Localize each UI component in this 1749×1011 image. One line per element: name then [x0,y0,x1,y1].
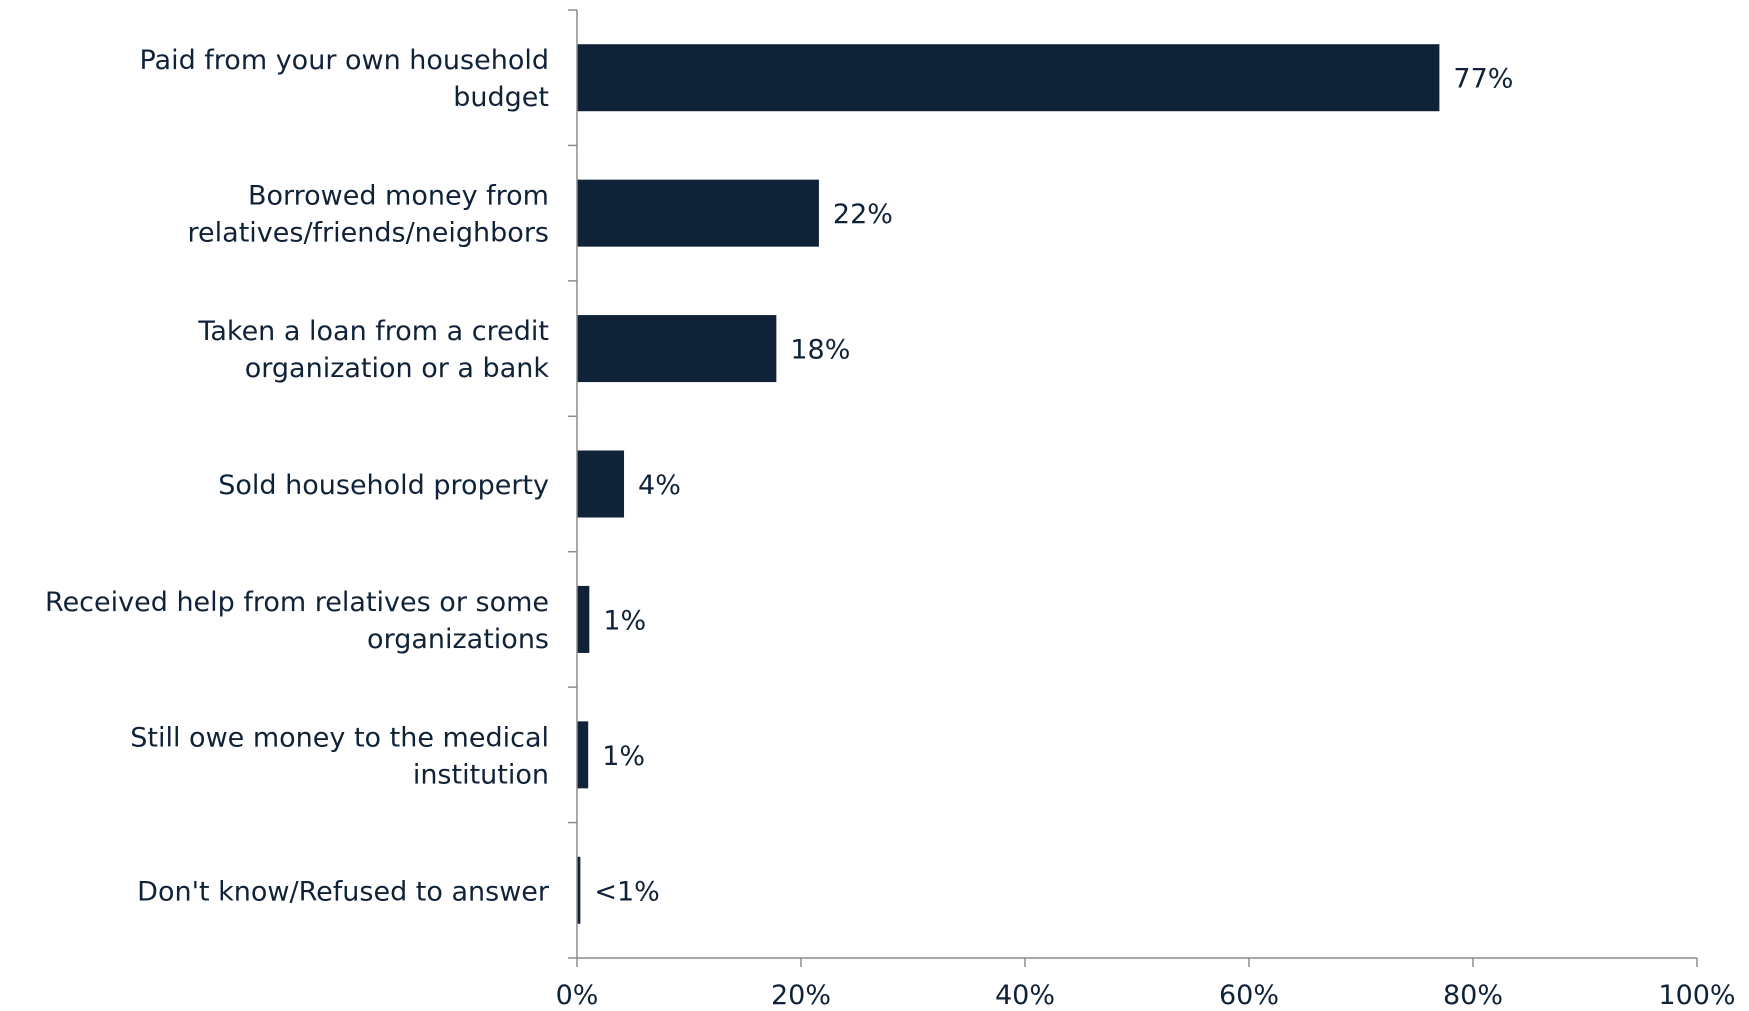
x-tick-label-100pct: 100% [1658,980,1735,1011]
x-tick-label-20pct: 20% [771,980,831,1011]
labels-layer: 77% Paid from your own household budget 22%… [45,45,1736,1011]
bar-7 [577,856,581,924]
bar-1 [577,44,1440,112]
data-label-2: 22% [833,199,893,230]
bar-4 [577,450,625,518]
bars-layer [577,44,1440,924]
category-label-line: Borrowed money from [248,181,549,212]
data-label-1: 77% [1453,64,1513,95]
bar-3 [577,315,777,383]
data-label-7: <1% [594,876,659,907]
category-label-line: Taken a loan from a credit [197,316,549,347]
category-label-line: Sold household property [218,470,549,501]
data-label-6: 1% [602,741,645,772]
category-label-line: relatives/friends/neighbors [188,218,549,249]
category-label-6: Still owe money to the medical institutio… [130,722,549,790]
x-tick-label-0pct: 0% [556,980,599,1011]
x-tick-label-80pct: 80% [1443,980,1503,1011]
data-label-3: 18% [790,335,850,366]
category-label-line: organizations [367,624,549,655]
category-label-line: Paid from your own household [139,45,549,76]
category-label-4: Sold household property [218,470,549,501]
category-label-5: Received help from relatives or some orga… [45,587,549,655]
bar-6 [577,721,589,789]
category-label-line: Don't know/Refused to answer [137,876,550,907]
category-label-line: Still owe money to the medical [130,722,549,753]
bar-5 [577,585,590,653]
bar-2 [577,179,819,247]
category-label-line: Received help from relatives or some [45,587,549,618]
x-tick-label-60pct: 60% [1219,980,1279,1011]
data-label-4: 4% [638,470,681,501]
category-label-line: organization or a bank [245,353,550,384]
category-label-2: Borrowed money from relatives/friends/nei… [188,181,549,249]
axes-layer [568,9,1698,967]
category-label-line: budget [453,82,549,113]
category-label-1: Paid from your own household budget [139,45,549,113]
category-label-3: Taken a loan from a credit organization o… [197,316,549,384]
category-label-line: institution [413,759,549,790]
category-label-7: Don't know/Refused to answer [137,876,550,907]
x-tick-label-40pct: 40% [995,980,1055,1011]
data-label-5: 1% [603,605,646,636]
